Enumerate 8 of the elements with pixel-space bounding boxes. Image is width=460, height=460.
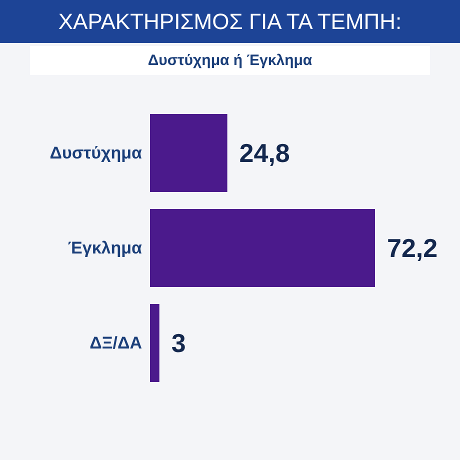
data-label: 24,8 — [239, 138, 290, 168]
data-label: 72,2 — [387, 233, 438, 264]
chart-subtitle: Δυστύχημα ή Έγκλημα — [30, 46, 430, 75]
data-label: 3 — [171, 328, 186, 358]
y-tick-label: Έγκλημα — [68, 238, 143, 258]
chart-title: ΧΑΡΑΚΤΗΡΙΣΜΟΣ ΓΙΑ ΤΑ ΤΕΜΠΗ: — [0, 0, 460, 43]
y-tick-label: ΔΞ/ΔΑ — [90, 334, 142, 353]
y-tick-label: Δυστύχημα — [50, 144, 143, 163]
